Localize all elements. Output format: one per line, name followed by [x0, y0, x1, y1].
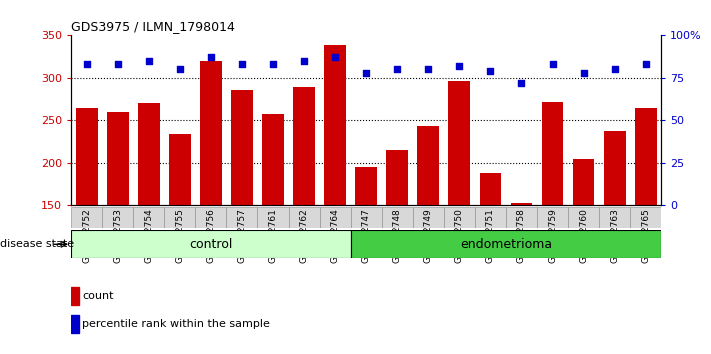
Text: GDS3975 / ILMN_1798014: GDS3975 / ILMN_1798014 [71, 20, 235, 33]
Bar [510, 203, 533, 205]
Text: GSM572764: GSM572764 [331, 208, 340, 263]
Bar [506, 207, 537, 228]
Bar [635, 108, 656, 205]
Bar [164, 207, 196, 228]
Bar [319, 207, 351, 228]
Point [454, 63, 465, 69]
Text: endometrioma: endometrioma [460, 238, 552, 251]
Bar [293, 87, 315, 205]
Bar [138, 103, 159, 205]
Bar [107, 112, 129, 205]
Text: GSM572750: GSM572750 [455, 208, 464, 263]
Text: GSM572753: GSM572753 [113, 208, 122, 263]
Bar [351, 207, 382, 228]
Point [547, 62, 558, 67]
Bar [102, 207, 133, 228]
Bar [604, 131, 626, 205]
Point [112, 62, 124, 67]
Bar [169, 134, 191, 205]
Text: GSM572756: GSM572756 [206, 208, 215, 263]
Point [609, 67, 620, 72]
Bar [196, 207, 226, 228]
Bar [444, 207, 475, 228]
Text: GSM572754: GSM572754 [144, 208, 154, 263]
Point [174, 67, 186, 72]
Text: GSM572762: GSM572762 [299, 208, 309, 263]
Bar [382, 207, 413, 228]
Bar [572, 159, 594, 205]
Bar [475, 207, 506, 228]
Bar [386, 150, 408, 205]
Point [236, 62, 247, 67]
Text: count: count [82, 291, 114, 301]
Bar [599, 207, 630, 228]
Bar [630, 207, 661, 228]
Point [392, 67, 403, 72]
Point [299, 58, 310, 64]
Bar [71, 315, 79, 333]
Bar [262, 114, 284, 205]
Bar [417, 126, 439, 205]
Bar [356, 167, 377, 205]
Bar [449, 81, 470, 205]
Text: GSM572761: GSM572761 [269, 208, 277, 263]
Point [515, 80, 527, 86]
Text: GSM572749: GSM572749 [424, 208, 433, 263]
Point [640, 62, 651, 67]
Text: GSM572752: GSM572752 [82, 208, 91, 263]
Text: GSM572759: GSM572759 [548, 208, 557, 263]
Text: GSM572748: GSM572748 [392, 208, 402, 263]
Bar [133, 207, 164, 228]
Bar [71, 287, 79, 305]
Text: GSM572751: GSM572751 [486, 208, 495, 263]
Bar [542, 102, 563, 205]
Text: GSM572747: GSM572747 [362, 208, 370, 263]
Text: GSM572760: GSM572760 [579, 208, 588, 263]
Point [81, 62, 92, 67]
Point [485, 68, 496, 74]
Bar [71, 230, 351, 258]
Text: GSM572763: GSM572763 [610, 208, 619, 263]
Text: disease state: disease state [0, 239, 74, 249]
Bar [226, 207, 257, 228]
Text: percentile rank within the sample: percentile rank within the sample [82, 319, 270, 329]
Bar [71, 207, 102, 228]
Bar [231, 90, 253, 205]
Text: GSM572758: GSM572758 [517, 208, 526, 263]
Bar [479, 173, 501, 205]
Bar [324, 45, 346, 205]
Text: control: control [189, 238, 232, 251]
Bar [76, 108, 97, 205]
Text: GSM572755: GSM572755 [176, 208, 184, 263]
Point [205, 55, 217, 60]
Point [143, 58, 154, 64]
Point [329, 55, 341, 60]
Bar [351, 230, 661, 258]
Point [422, 67, 434, 72]
Text: GSM572757: GSM572757 [237, 208, 247, 263]
Point [267, 62, 279, 67]
Text: GSM572765: GSM572765 [641, 208, 650, 263]
Bar [200, 61, 222, 205]
Bar [413, 207, 444, 228]
Bar [257, 207, 289, 228]
Point [578, 70, 589, 76]
Bar [537, 207, 568, 228]
Bar [289, 207, 319, 228]
Bar [568, 207, 599, 228]
Point [360, 70, 372, 76]
